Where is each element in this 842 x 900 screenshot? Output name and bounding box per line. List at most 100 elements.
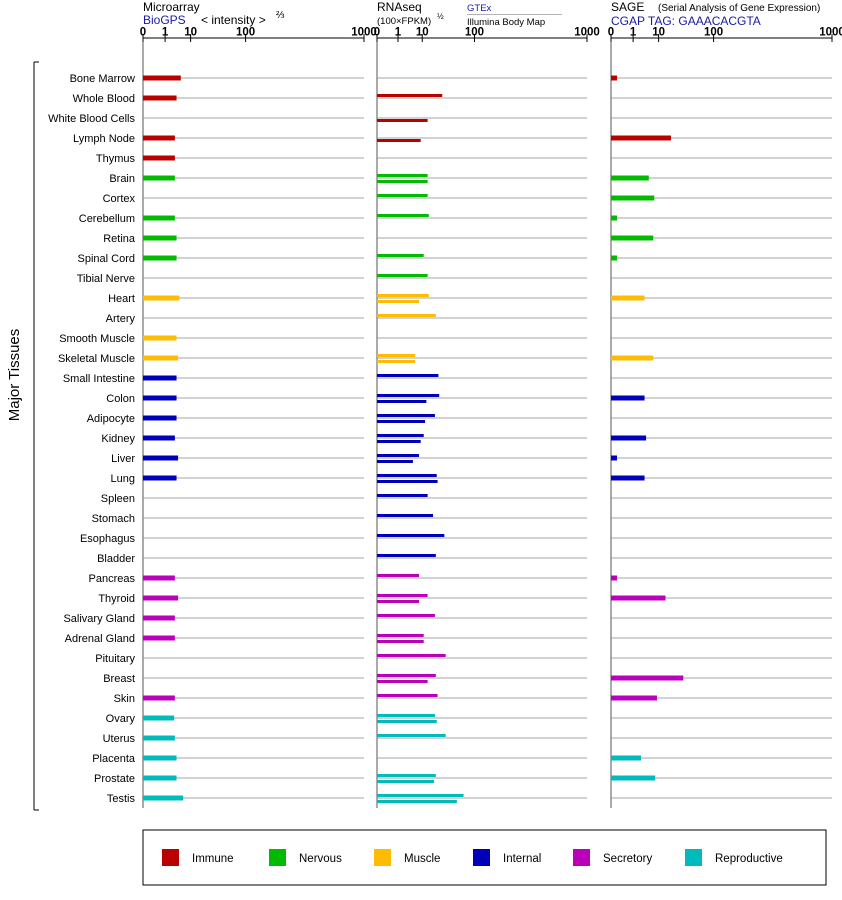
- rnaseq-gtex-bar: [377, 534, 445, 537]
- rnaseq-gtex-bar: [377, 574, 419, 577]
- tissue-label: Kidney: [101, 433, 135, 445]
- axis-tick-label: 10: [184, 27, 197, 39]
- tissue-row: Adrenal Gland: [65, 633, 832, 645]
- tissue-row: Small Intestine: [63, 373, 832, 385]
- tissue-row: Bone Marrow: [70, 73, 832, 85]
- microarray-bar: [143, 175, 175, 181]
- tissue-label: Esophagus: [80, 533, 136, 545]
- tissue-row: Tibial Nerve: [77, 273, 832, 285]
- sage-header: SAGE (Serial Analysis of Gene Expression…: [611, 0, 820, 28]
- microarray-source: BioGPS: [143, 13, 186, 27]
- legend-label: Reproductive: [715, 853, 783, 865]
- tissue-row: Lung: [111, 473, 832, 485]
- axis-tick-label: 1000: [351, 27, 377, 39]
- tissue-row: Uterus: [103, 733, 832, 745]
- tissue-row: Artery: [106, 313, 832, 325]
- sage-bar: [611, 135, 671, 141]
- axis-tick-label: 10: [652, 27, 665, 39]
- rnaseq-gtex-bar: [377, 514, 434, 517]
- microarray-bar: [143, 755, 177, 761]
- tissue-row: Pituitary: [95, 653, 832, 665]
- microarray-scale-exponent: ⅔: [276, 10, 285, 21]
- microarray-bar: [143, 155, 175, 161]
- legend-item-immune: Immune: [162, 849, 234, 866]
- tissue-row: Bladder: [97, 553, 832, 565]
- tissue-label: Spleen: [101, 493, 135, 505]
- major-tissues-label: Major Tissues: [6, 329, 23, 422]
- tissue-label: Brain: [109, 173, 135, 185]
- tissue-label: Small Intestine: [63, 373, 135, 385]
- legend-item-reproductive: Reproductive: [685, 849, 783, 866]
- tissue-label: Lung: [111, 473, 135, 485]
- tissue-label: White Blood Cells: [48, 113, 135, 125]
- rnaseq-gtex-bar: [377, 674, 436, 677]
- tissue-label: Spinal Cord: [78, 253, 135, 265]
- rnaseq-ibm-bar: [377, 460, 413, 463]
- axis-tick-label: 1000: [819, 27, 842, 39]
- tissue-label: Heart: [108, 293, 135, 305]
- microarray-bar: [143, 415, 177, 421]
- tissue-label: Pancreas: [89, 573, 136, 585]
- tissue-label: Skin: [114, 693, 135, 705]
- microarray-bar: [143, 635, 175, 641]
- tissue-label: Cerebellum: [79, 213, 135, 225]
- sage-subtitle: (Serial Analysis of Gene Expression): [658, 3, 820, 14]
- legend: Immune Nervous Muscle Internal Secretory Repr…: [162, 849, 783, 866]
- microarray-scale-label: < intensity >: [201, 13, 266, 27]
- tissue-row: Placenta: [92, 753, 832, 765]
- rnaseq-gtex-bar: [377, 694, 438, 697]
- microarray-bar: [143, 615, 175, 621]
- sage-bar: [611, 195, 655, 201]
- tissue-row: Esophagus: [80, 533, 832, 545]
- tissue-row: Stomach: [92, 513, 832, 525]
- rnaseq-gtex-bar: [377, 374, 439, 377]
- rnaseq-ibm-bar: [377, 400, 427, 403]
- legend-swatch: [685, 849, 702, 866]
- axis-tick-label: 0: [140, 27, 146, 39]
- tissue-row: Adipocyte: [87, 413, 832, 425]
- rnaseq-ibm-bar: [377, 800, 457, 803]
- axis-tick-label: 100: [465, 27, 484, 39]
- tissue-row: Testis: [107, 793, 832, 805]
- microarray-bar: [143, 395, 177, 401]
- tissue-label: Liver: [111, 453, 135, 465]
- rnaseq-gtex-bar: [377, 474, 437, 477]
- tissue-label: Pituitary: [95, 653, 135, 665]
- tissue-label: Stomach: [92, 513, 135, 525]
- tissue-row: White Blood Cells: [48, 113, 832, 125]
- tissue-row: Salivary Gland: [63, 613, 832, 625]
- microarray-bar: [143, 75, 181, 81]
- rnaseq-ibm-bar: [377, 420, 426, 423]
- sage-bar: [611, 255, 617, 261]
- gtex-source: GTEx: [467, 3, 492, 14]
- tissue-label: Smooth Muscle: [59, 333, 135, 345]
- rnaseq-ibm-bar: [377, 780, 435, 783]
- rnaseq-ibm-bar: [377, 119, 428, 122]
- rnaseq-ibm-bar: [377, 640, 424, 643]
- tissue-row: Cortex: [103, 193, 832, 205]
- microarray-bar: [143, 775, 177, 781]
- tissue-row: Skin: [114, 693, 832, 705]
- tissue-row: Breast: [103, 673, 832, 685]
- rnaseq-header: RNAseq (100×FPKM) ½ GTEx Illumina Body M…: [377, 0, 562, 28]
- sage-bar: [611, 755, 641, 761]
- microarray-bar: [143, 335, 177, 341]
- rnaseq-gtex-bar: [377, 654, 446, 657]
- legend-label: Nervous: [299, 853, 342, 865]
- tissue-label: Cortex: [103, 193, 136, 205]
- rnaseq-gtex-bar: [377, 454, 419, 457]
- axis-tick-label: 1: [395, 27, 402, 39]
- microarray-header: Microarray BioGPS < intensity > ⅔: [143, 0, 285, 27]
- microarray-bar: [143, 475, 177, 481]
- rnaseq-gtex-bar: [377, 174, 428, 177]
- microarray-bar: [143, 695, 175, 701]
- microarray-bar: [143, 375, 177, 381]
- tissue-row: Heart: [108, 293, 832, 305]
- rnaseq-gtex-bar: [377, 734, 446, 737]
- axis-tick-label: 1: [162, 27, 169, 39]
- sage-bar: [611, 695, 657, 701]
- tissue-label: Thyroid: [98, 593, 135, 605]
- legend-swatch: [573, 849, 590, 866]
- sage-bar: [611, 395, 645, 401]
